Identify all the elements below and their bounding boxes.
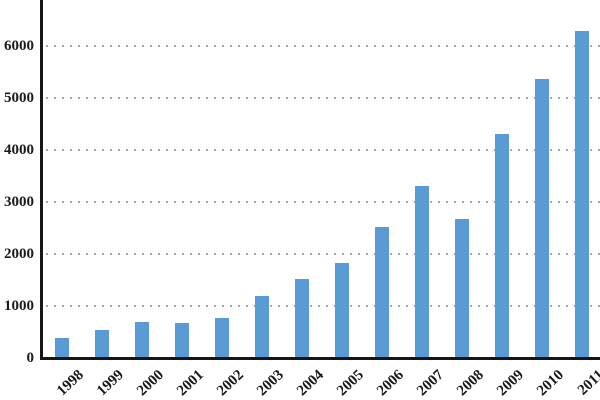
bar-2007	[415, 186, 429, 358]
x-tick-label-2004: 2004	[294, 367, 327, 400]
x-tick-label-1998: 1998	[54, 367, 87, 400]
bar-2008	[455, 219, 469, 358]
bar-2005	[335, 262, 349, 358]
bar-2009	[495, 133, 509, 358]
bar-2010	[535, 78, 549, 358]
x-tick-label-2008: 2008	[454, 367, 487, 400]
y-tick-label-4000: 4000	[4, 142, 34, 158]
y-tick-label-3000: 3000	[4, 194, 34, 210]
x-tick-label-2000: 2000	[134, 367, 167, 400]
x-tick-label-1999: 1999	[94, 367, 127, 400]
bar-2002	[215, 318, 229, 358]
x-tick-label-2002: 2002	[214, 367, 247, 400]
x-tick-label-2009: 2009	[494, 367, 527, 400]
x-tick-label-2001: 2001	[174, 367, 207, 400]
x-axis-line	[40, 357, 600, 360]
bar-2001	[175, 323, 189, 358]
gridline-5000	[46, 97, 600, 99]
bar-2011	[575, 30, 589, 358]
bar-2003	[255, 295, 269, 358]
y-tick-label-5000: 5000	[4, 90, 34, 106]
y-tick-label-2000: 2000	[4, 246, 34, 262]
bar-1998	[55, 338, 69, 358]
x-tick-label-2007: 2007	[414, 367, 447, 400]
gridline-3000	[46, 201, 600, 203]
x-tick-label-2006: 2006	[374, 367, 407, 400]
bar-2004	[295, 278, 309, 358]
y-tick-label-0: 0	[26, 350, 35, 366]
y-tick-label-1000: 1000	[4, 298, 34, 314]
y-tick-label-6000: 6000	[4, 38, 34, 54]
gridline-2000	[46, 253, 600, 255]
bar-2006	[375, 226, 389, 358]
gridline-1000	[46, 305, 600, 307]
x-tick-label-2010: 2010	[534, 367, 567, 400]
bar-1999	[95, 330, 109, 358]
bar-2000	[135, 321, 149, 358]
x-tick-label-2011: 2011	[574, 367, 600, 399]
gridline-6000	[46, 45, 600, 47]
y-axis-line	[40, 0, 43, 360]
x-tick-label-2003: 2003	[254, 367, 287, 400]
x-tick-label-2005: 2005	[334, 367, 367, 400]
gridline-4000	[46, 149, 600, 151]
